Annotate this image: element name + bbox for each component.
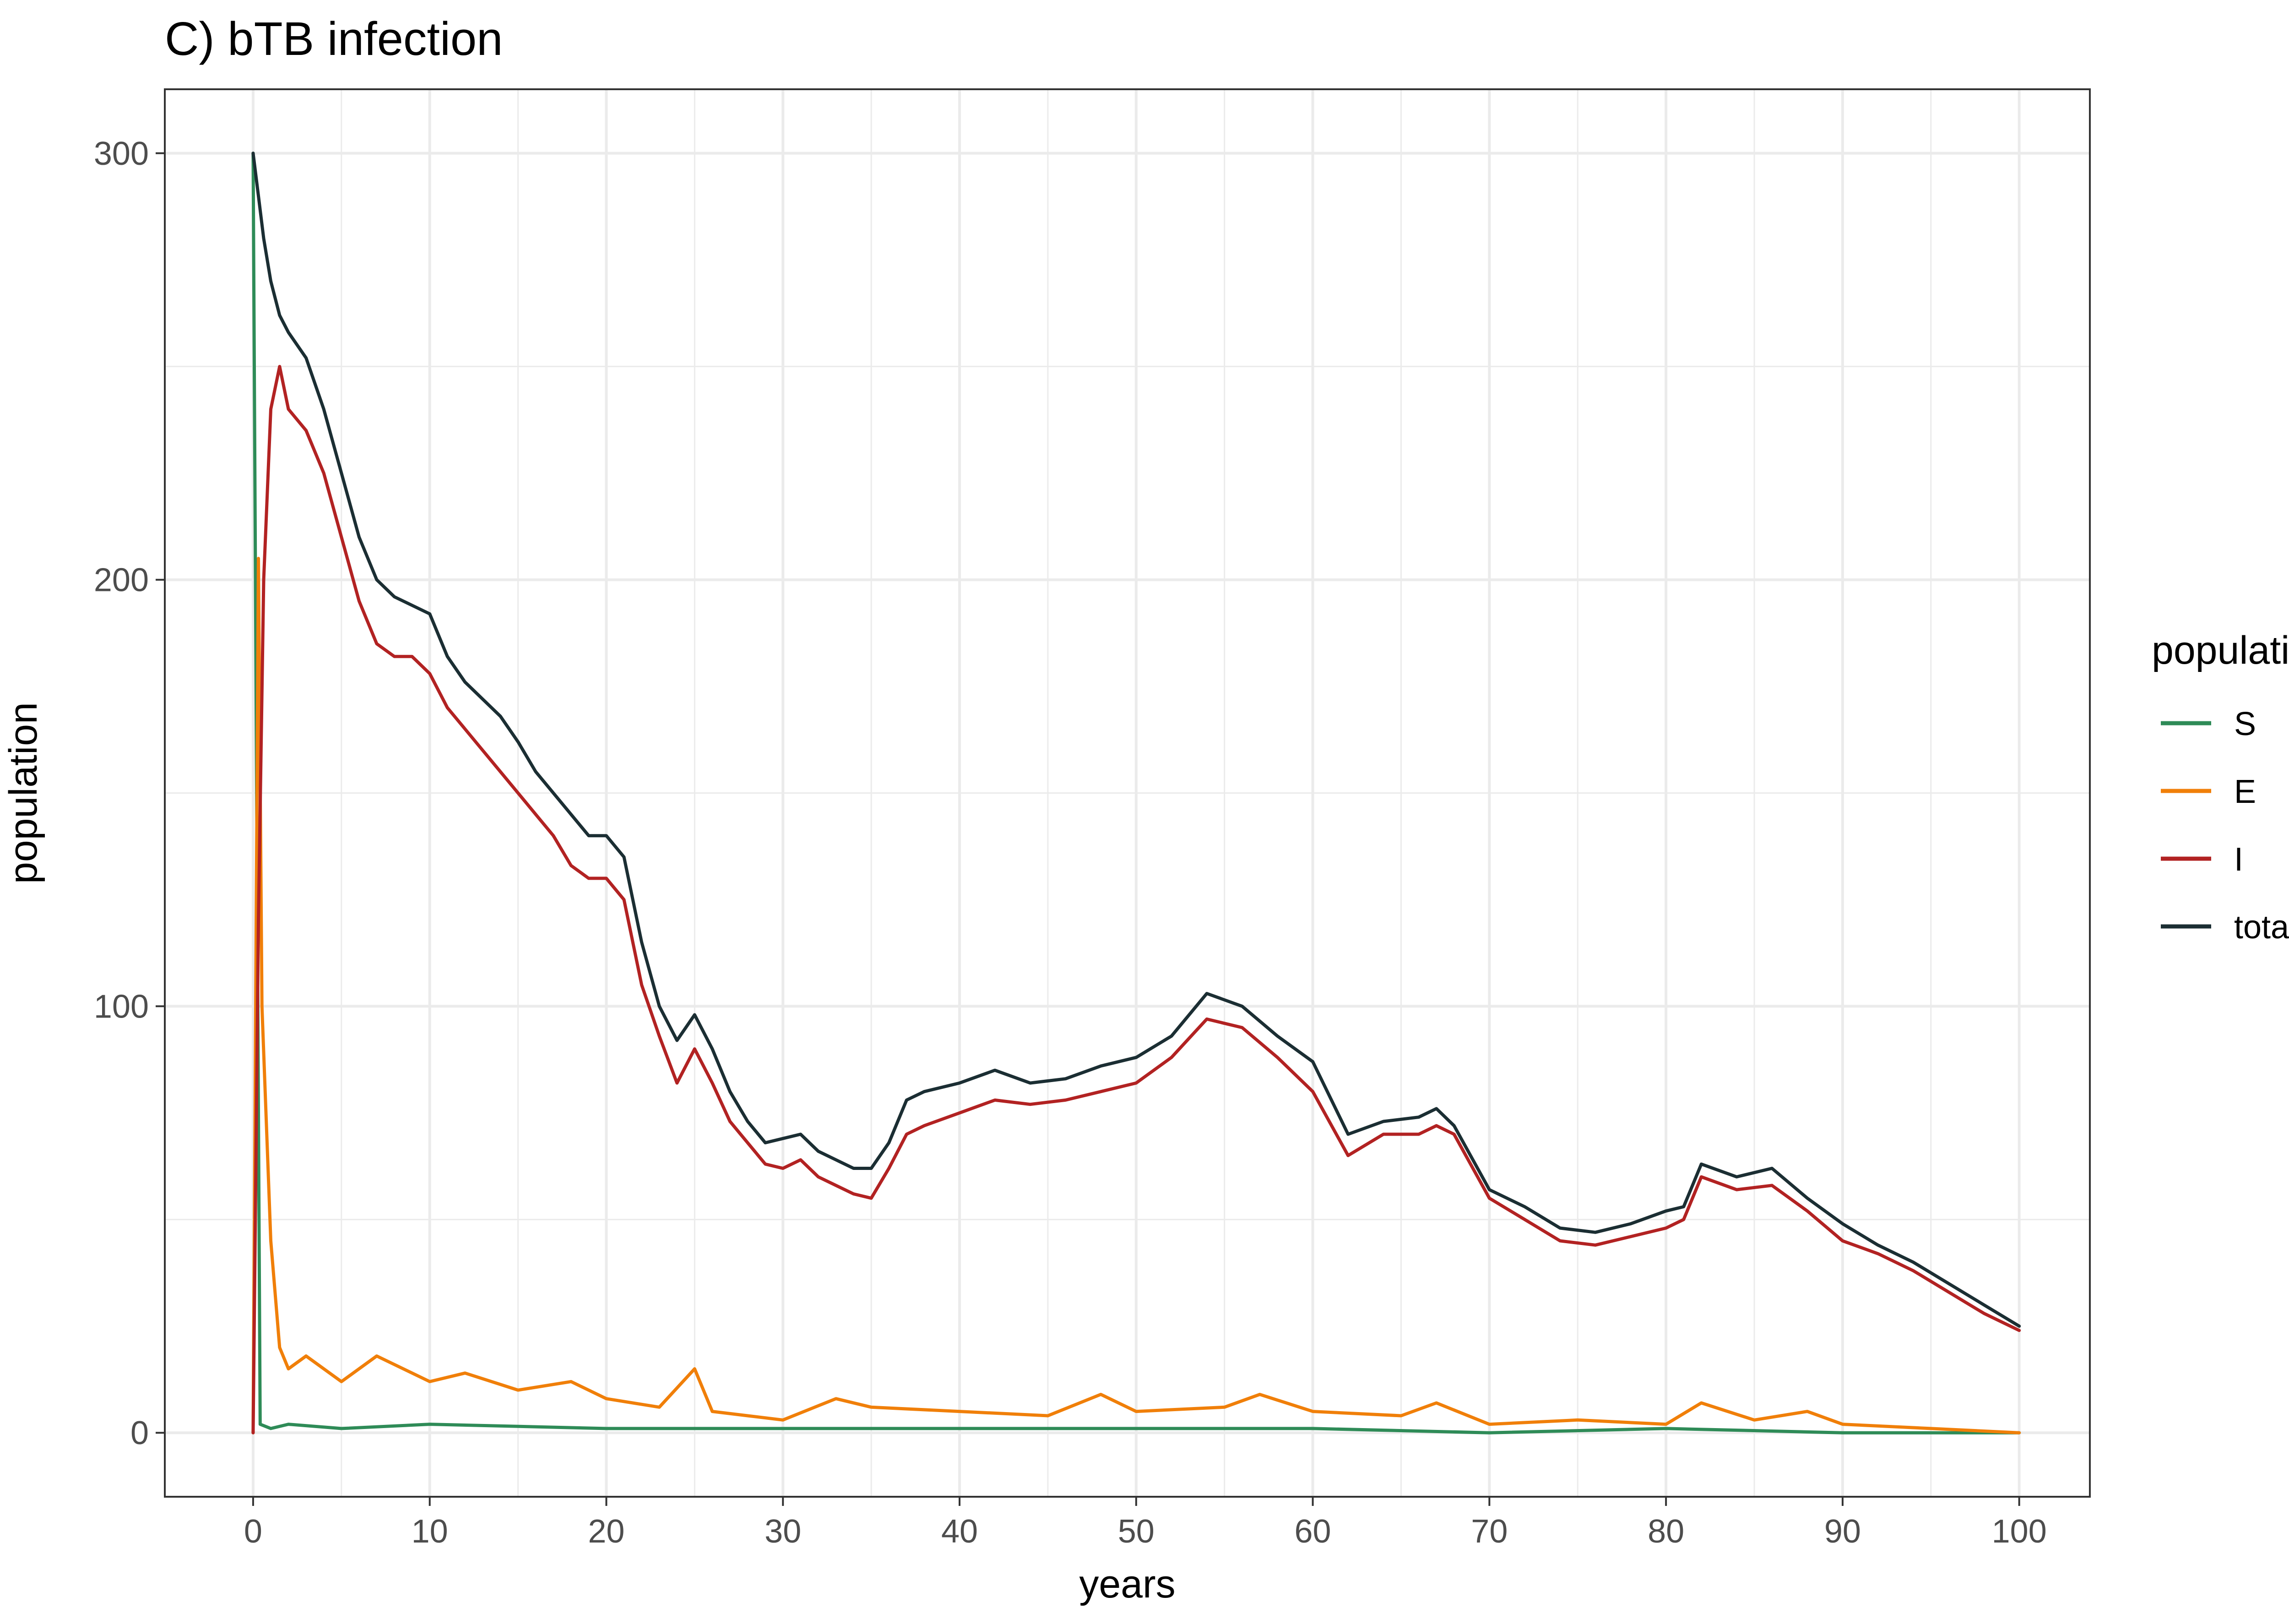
- chart-title: C) bTB infection: [165, 12, 503, 65]
- x-tick-label: 50: [1118, 1513, 1155, 1550]
- y-tick-label: 0: [130, 1415, 149, 1451]
- x-tick-label: 100: [1992, 1513, 2047, 1550]
- y-axis-title: population: [1, 702, 45, 884]
- x-tick-label: 90: [1824, 1513, 1861, 1550]
- x-tick-label: 60: [1295, 1513, 1331, 1550]
- x-tick-label: 70: [1471, 1513, 1508, 1550]
- legend-label-total: total: [2234, 909, 2289, 946]
- x-axis-title: years: [1079, 1562, 1175, 1606]
- series-layer: [251, 152, 2021, 1435]
- legend-label-I: I: [2234, 841, 2243, 878]
- x-tick-label: 80: [1648, 1513, 1684, 1550]
- y-tick-label: 300: [94, 135, 149, 172]
- ticks-layer: 0 10 20 30 40 50 60 70 80 90 100 0 100 200 300: [94, 135, 2047, 1550]
- series-line-I: [251, 365, 2021, 1435]
- legend-label-S: S: [2234, 706, 2256, 742]
- grid-layer: [165, 89, 2090, 1497]
- legend: population SEItotal: [2152, 628, 2289, 946]
- x-tick-label: 30: [765, 1513, 801, 1550]
- x-tick-label: 10: [412, 1513, 448, 1550]
- y-tick-label: 100: [94, 988, 149, 1025]
- x-tick-label: 20: [588, 1513, 624, 1550]
- plot-panel-border: [164, 88, 2091, 1498]
- y-tick-label: 200: [94, 562, 149, 599]
- x-tick-label: 40: [941, 1513, 978, 1550]
- legend-label-E: E: [2234, 774, 2256, 810]
- series-line-S: [251, 152, 2021, 1435]
- x-tick-label: 0: [244, 1513, 262, 1550]
- series-line-total: [251, 152, 2021, 1328]
- legend-title: population: [2152, 628, 2289, 672]
- series-line-E: [251, 557, 2021, 1435]
